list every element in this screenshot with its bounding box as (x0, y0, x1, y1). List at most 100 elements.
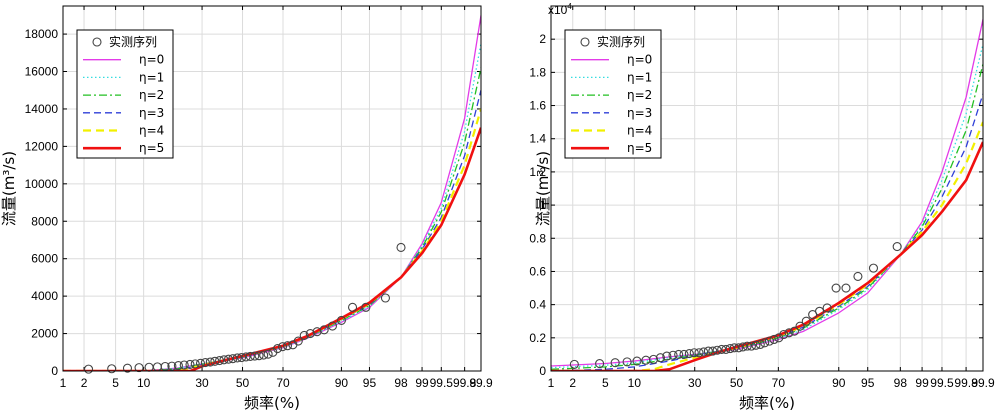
x-tick-label: 98 (394, 376, 408, 390)
observed-point (699, 347, 709, 357)
y-tick-label: 0.2 (529, 331, 546, 345)
frequency-curve-chart-left: 1 2 5 10 30 50 70 90 95 98 99 99.5 99.899.9 0 2000 4000… (0, 5, 493, 412)
observed-point (738, 342, 748, 352)
observed-point (892, 242, 902, 252)
observed-point (632, 356, 642, 366)
series-line-eta-5 (63, 127, 481, 371)
observed-point (293, 336, 303, 346)
frequency-curve-chart-right: 1 2 5 10 30 50 70 90 95 98 99 99.5 99.899.900.20.40.… (529, 2, 995, 412)
x-axis-title: 频率(%) (739, 394, 795, 412)
x-tick-label: 10 (137, 376, 151, 390)
legend: 实测序列 η=0 η=1 η=2 η=3 η=4 η=5 (76, 29, 174, 159)
y-tick-label: 0.6 (529, 264, 546, 278)
x-tick-label: 70 (276, 376, 290, 390)
y-tick-label: 1 (539, 198, 546, 212)
x-tick-label: 2 (81, 376, 88, 390)
observed-point (868, 263, 879, 273)
observed-point (219, 355, 229, 365)
x-tick-label: 99 (915, 376, 929, 390)
x-tick-label: 99.9 (971, 376, 995, 390)
observed-point (784, 328, 794, 338)
observed-point (734, 343, 744, 353)
observed-point (853, 271, 863, 281)
observed-point (200, 358, 210, 368)
x-tick-label: 95 (861, 376, 875, 390)
x-tick-label: 50 (730, 376, 744, 390)
legend-box (564, 29, 662, 159)
observed-point (223, 354, 234, 364)
y-tick-label: 2 (539, 32, 546, 46)
observed-point (610, 358, 620, 368)
x-tick-label: 99.9 (469, 376, 493, 390)
y-tick-label: 0 (51, 364, 58, 378)
x-tick-label: 95 (363, 376, 377, 390)
legend-box (76, 29, 174, 159)
y-tick-label: 16000 (25, 65, 59, 79)
observed-point (795, 321, 805, 331)
legend-label-eta-5: η=5 (627, 141, 652, 155)
x-tick-label: 99.5 (930, 376, 954, 390)
observed-point (305, 329, 315, 339)
observed-point (254, 351, 264, 361)
observed-point (336, 315, 346, 326)
x-tick-label: 30 (688, 376, 702, 390)
y-tick-label: 4000 (31, 289, 58, 303)
x-tick-label: 2 (569, 376, 576, 390)
series-line-eta-1 (551, 44, 983, 369)
observed-point (721, 344, 731, 354)
observed-points (569, 242, 902, 369)
y-tick-label: 6000 (31, 252, 58, 266)
observed-point (319, 325, 329, 335)
observed-point (361, 302, 371, 312)
observed-point (232, 353, 242, 363)
observed-point (746, 341, 756, 351)
observed-point (190, 359, 200, 369)
legend-label-eta-0: η=0 (627, 53, 652, 67)
y-tick-label: 8000 (31, 214, 58, 228)
observed-point (569, 359, 579, 369)
legend-label-eta-4: η=4 (627, 124, 652, 138)
legend-label-eta-3: η=3 (139, 106, 164, 120)
legend-marker-observed (580, 37, 590, 47)
observed-point (689, 348, 699, 358)
y-tick-label: 0.8 (529, 231, 546, 245)
y-tick-label: 1.4 (529, 132, 546, 146)
observed-point (205, 357, 215, 367)
observed-point (278, 342, 288, 352)
observed-point (299, 330, 309, 340)
observed-point (769, 334, 779, 345)
observed-point (831, 283, 841, 293)
legend-label-eta-4: η=4 (139, 124, 164, 138)
observed-point (648, 354, 659, 364)
observed-point (801, 316, 811, 326)
observed-point (210, 356, 220, 366)
observed-point (712, 345, 722, 355)
legend-marker-observed (92, 37, 102, 47)
observed-point (760, 338, 770, 348)
legend-label-eta-2: η=2 (139, 88, 164, 102)
observed-point (668, 350, 678, 360)
observed-point (764, 336, 774, 346)
series-line-eta-4 (551, 121, 983, 371)
observed-point (185, 359, 195, 369)
observed-point (725, 344, 735, 354)
observed-point (662, 351, 672, 361)
observed-point (717, 344, 727, 354)
series-line-eta-0 (551, 19, 983, 367)
x-tick-label: 10 (628, 376, 642, 390)
legend-label-eta-0: η=0 (139, 53, 164, 67)
observed-point (380, 293, 391, 303)
x-tick-label: 5 (112, 376, 119, 390)
observed-point (774, 333, 784, 343)
observed-point (107, 364, 117, 374)
y-axis-title: 流量(m³/s) (0, 151, 18, 226)
observed-point (245, 351, 255, 361)
x-tick-label: 50 (236, 376, 250, 390)
legend-label-observed: 实测序列 (597, 34, 645, 49)
observed-point (822, 303, 832, 313)
x-tick-label: 98 (894, 376, 908, 390)
observed-point (134, 363, 144, 373)
observed-point (272, 343, 283, 354)
observed-point (622, 357, 632, 367)
observed-points (83, 242, 406, 374)
